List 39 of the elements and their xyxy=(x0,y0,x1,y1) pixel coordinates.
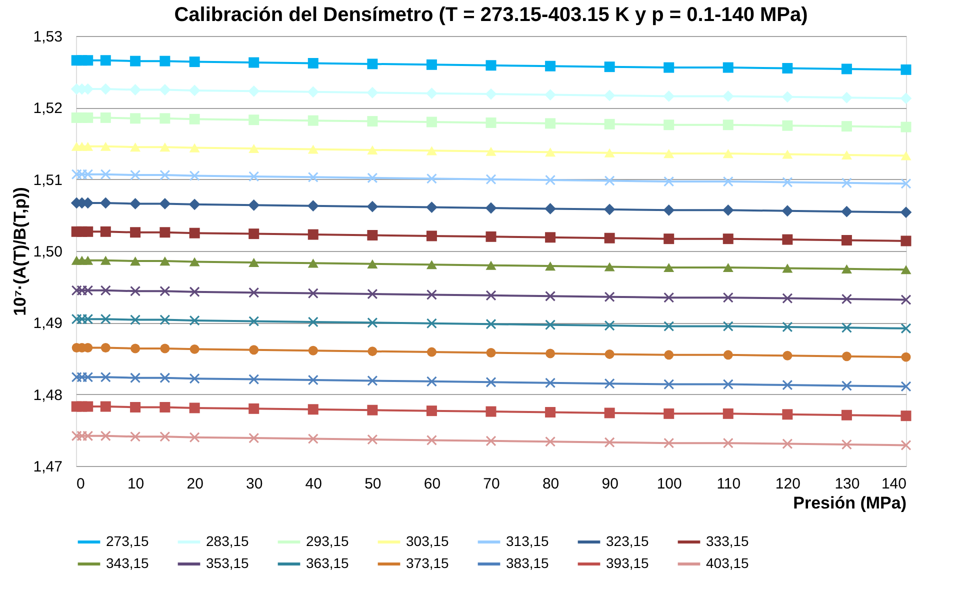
x-tick-label: 140 xyxy=(881,476,906,492)
x-tick-label: 90 xyxy=(602,476,618,492)
legend-label: 313,15 xyxy=(506,533,550,549)
legend-label: 303,15 xyxy=(406,533,450,549)
chart-title: Calibración del Densímetro (T = 273.15-403.15 K y p = 0.1-140 MPa) xyxy=(174,4,808,26)
x-tick-label: 20 xyxy=(186,476,204,492)
legend-label: 283,15 xyxy=(206,533,250,549)
legend-label: 403,15 xyxy=(706,555,750,571)
legend-label: 273,15 xyxy=(106,533,150,549)
x-tick-label: 120 xyxy=(775,476,800,492)
legend-label: 393,15 xyxy=(606,555,650,571)
legend-label: 373,15 xyxy=(406,555,450,571)
x-tick-label: 30 xyxy=(246,476,263,492)
y-tick-label: 1,49 xyxy=(33,315,62,332)
x-axis-title: Presión (MPa) xyxy=(793,494,906,512)
x-tick-label: 40 xyxy=(305,476,322,492)
y-tick-label: 1,52 xyxy=(33,100,62,118)
legend-label: 383,15 xyxy=(506,555,550,571)
x-tick-label: 50 xyxy=(364,476,382,492)
y-tick-label: 1,53 xyxy=(33,28,62,46)
x-tick-label: 70 xyxy=(483,476,500,492)
x-tick-label: 0 xyxy=(76,476,85,492)
y-tick-label: 1,51 xyxy=(33,172,62,189)
legend-label: 353,15 xyxy=(206,555,250,571)
x-tick-label: 100 xyxy=(656,476,682,492)
legend-label: 363,15 xyxy=(306,555,350,571)
legend-label: 343,15 xyxy=(106,555,150,571)
y-tick-label: 1,48 xyxy=(33,386,62,404)
x-tick-label: 60 xyxy=(424,476,441,492)
y-tick-label: 1,47 xyxy=(33,458,62,476)
x-tick-label: 80 xyxy=(542,476,560,492)
y-tick-label: 1,50 xyxy=(33,244,62,260)
x-tick-label: 10 xyxy=(127,476,144,492)
legend-label: 333,15 xyxy=(706,533,750,549)
x-tick-label: 130 xyxy=(834,476,860,492)
y-axis-title: 10⁷·(A(T)/B(T,p)) xyxy=(10,187,30,316)
legend-label: 293,15 xyxy=(306,533,350,549)
x-tick-label: 110 xyxy=(716,476,741,492)
legend-label: 323,15 xyxy=(606,533,650,549)
